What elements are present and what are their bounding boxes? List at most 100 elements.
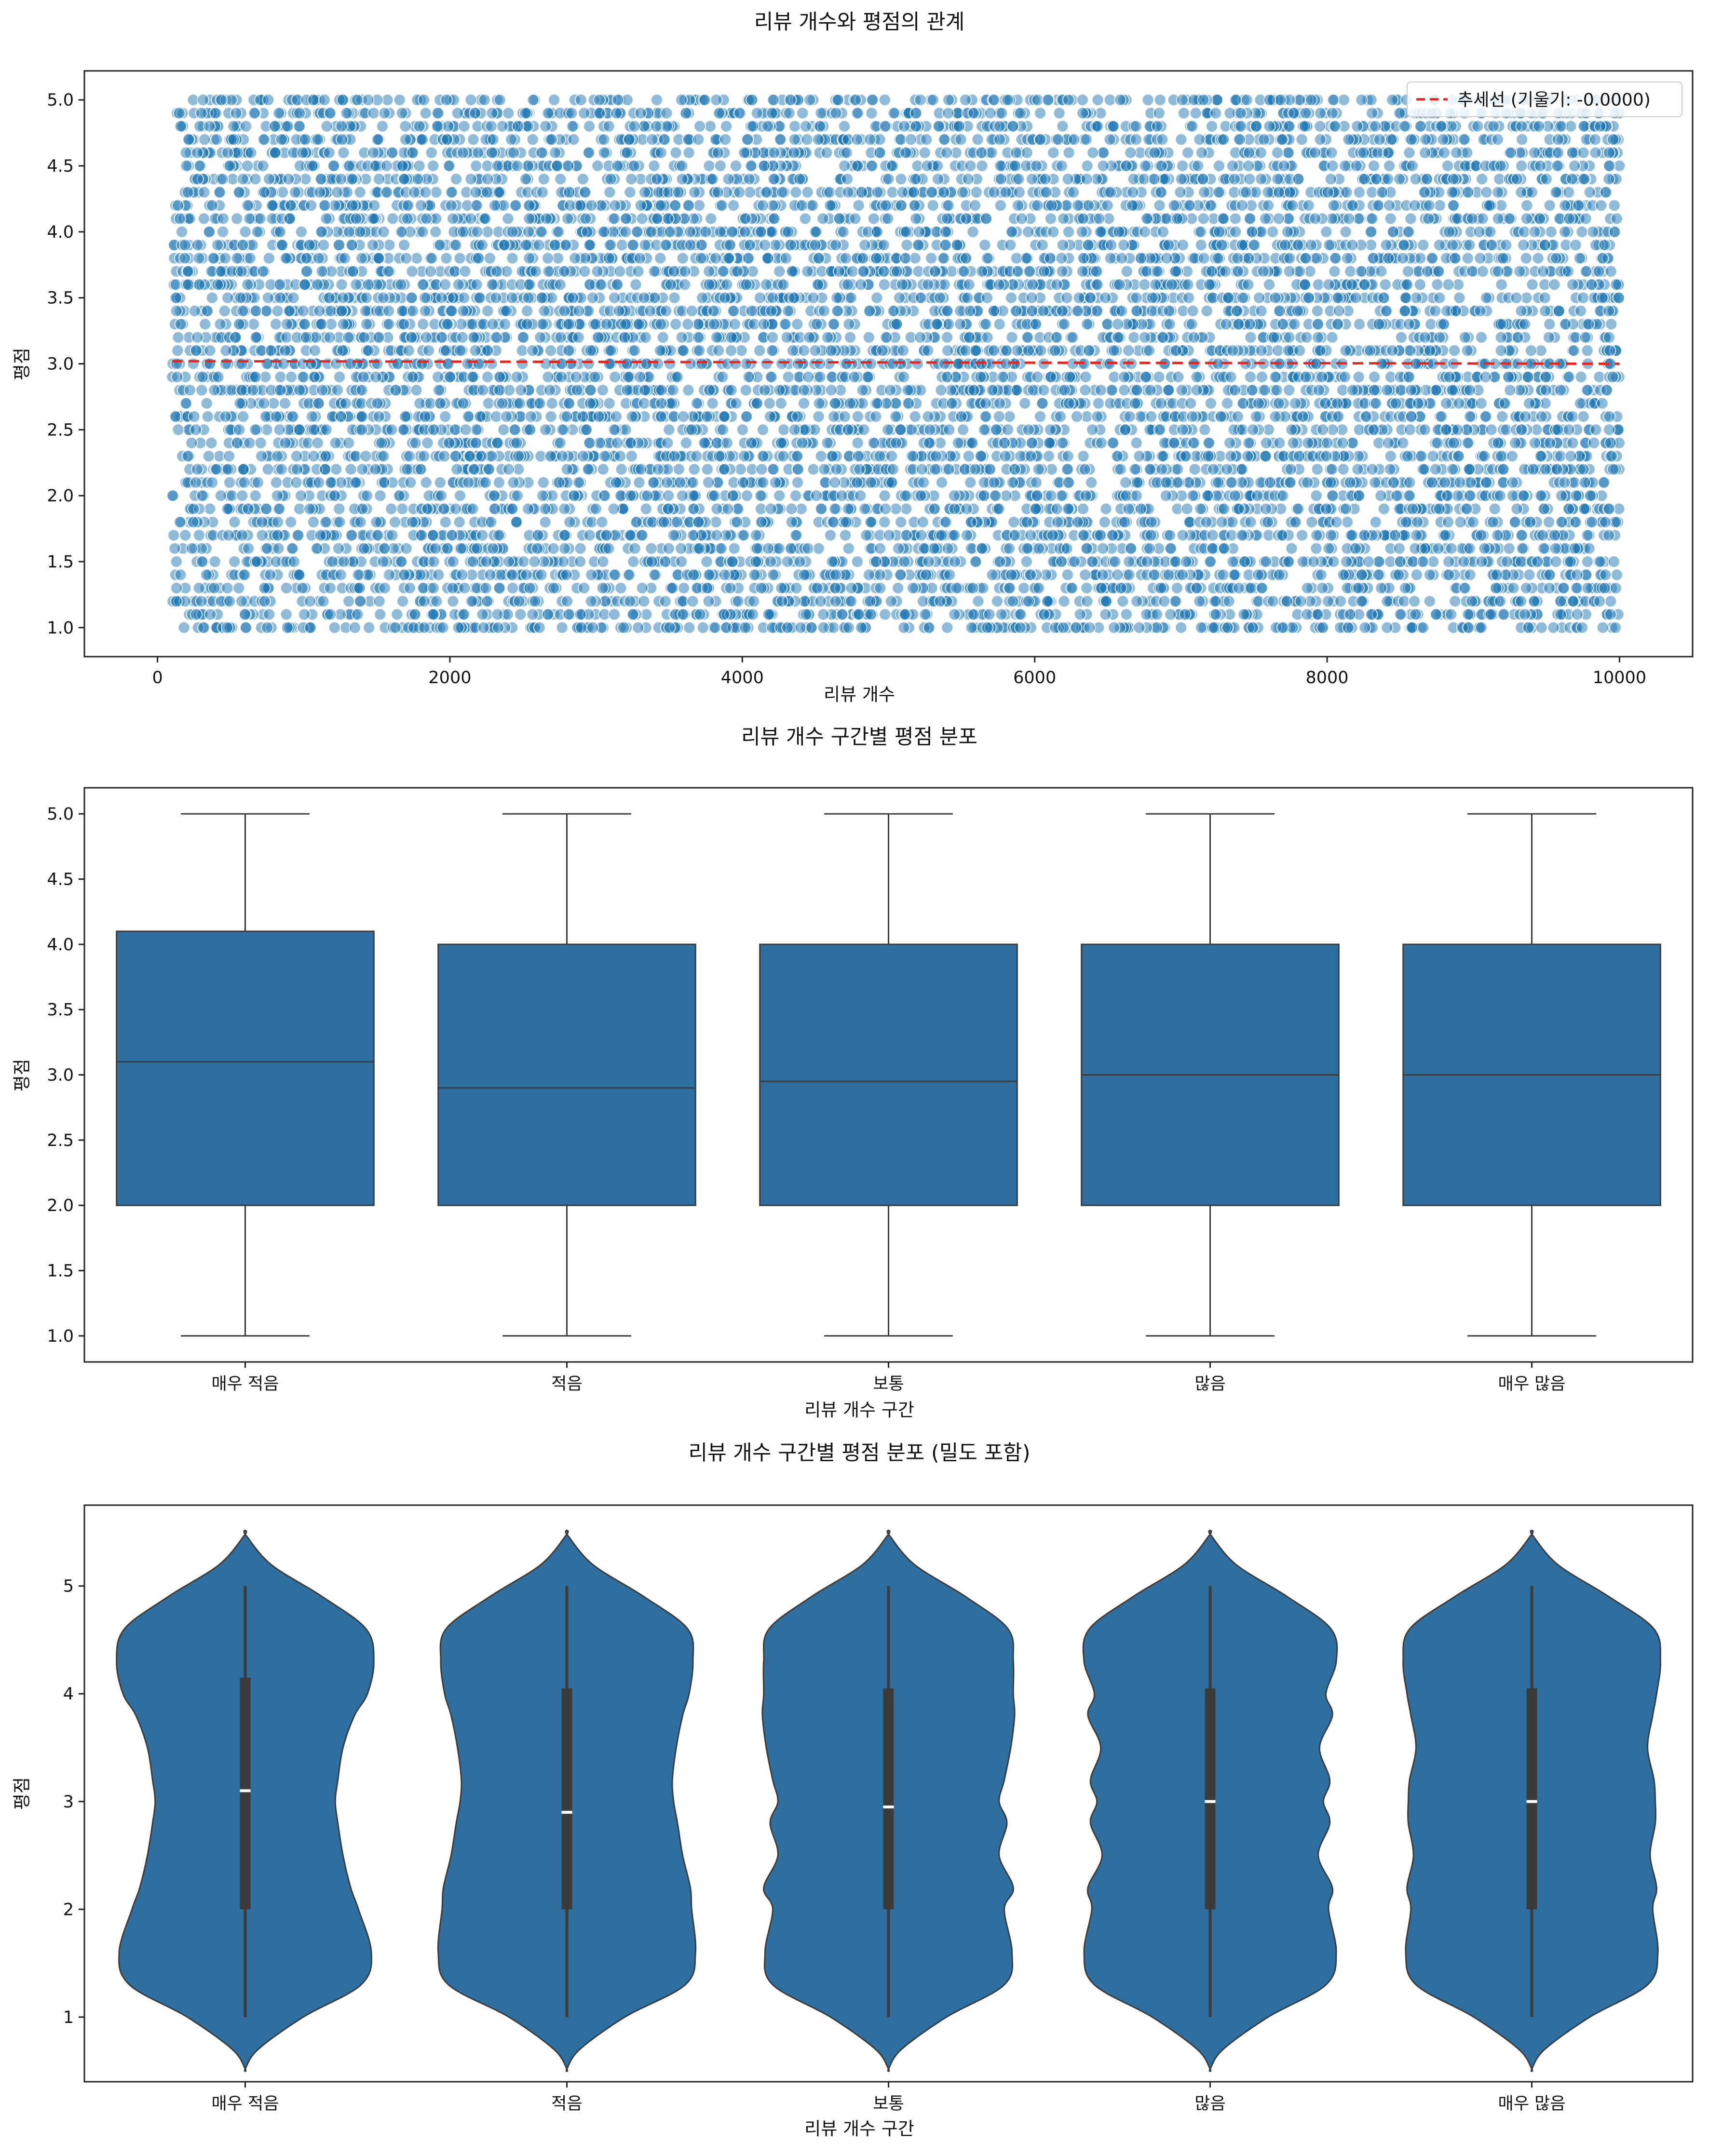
scatter-point — [1368, 370, 1381, 383]
scatter-point — [200, 397, 213, 410]
scatter-point — [1491, 529, 1504, 542]
scatter-point — [208, 384, 221, 397]
scatter-point — [1409, 173, 1422, 186]
scatter-point — [1310, 489, 1323, 502]
scatter-point — [374, 608, 387, 621]
scatter-point — [1310, 529, 1323, 542]
scatter-point — [994, 199, 1007, 212]
scatter-point — [173, 107, 186, 120]
scatter-point — [1600, 384, 1613, 397]
scatter-point — [330, 463, 343, 476]
scatter-point — [994, 173, 1007, 186]
scatter-point — [539, 502, 552, 515]
scatter-point — [402, 199, 415, 212]
scatter-point — [1339, 344, 1352, 357]
scatter-point — [432, 370, 445, 383]
scatter-point — [1401, 265, 1414, 278]
scatter-point — [538, 305, 551, 317]
scatter-point — [964, 476, 977, 489]
scatter-point — [790, 581, 803, 594]
scatter-point — [1020, 146, 1033, 159]
scatter-point — [383, 239, 396, 252]
scatter-point — [223, 476, 236, 489]
scatter-point — [357, 370, 370, 383]
scatter-point — [1322, 595, 1334, 608]
scatter-point — [1431, 278, 1444, 291]
scatter-point — [852, 450, 865, 463]
scatter-point — [748, 568, 761, 581]
scatter-point — [583, 357, 595, 370]
scatter-point — [634, 107, 647, 120]
scatter-point — [907, 450, 920, 463]
scatter-point — [1283, 384, 1296, 397]
scatter-point — [1417, 239, 1430, 252]
scatter-point — [558, 542, 571, 555]
scatter-point — [282, 173, 295, 186]
scatter-point — [925, 252, 938, 265]
scatter-point — [416, 133, 429, 146]
scatter-point — [174, 568, 187, 581]
scatter-point — [1062, 476, 1075, 489]
scatter-point — [1292, 502, 1305, 515]
scatter-point — [1399, 581, 1412, 594]
scatter-point — [1414, 120, 1427, 133]
scatter-point — [1519, 581, 1533, 594]
scatter-point — [773, 489, 786, 502]
scatter-point — [359, 305, 372, 317]
scatter-point — [1426, 252, 1439, 265]
scatter-point — [1446, 239, 1459, 252]
scatter-point — [1099, 502, 1112, 515]
scatter-point — [841, 278, 854, 291]
scatter-point — [869, 410, 882, 423]
scatter-point — [256, 529, 269, 542]
scatter-point — [1212, 160, 1225, 172]
scatter-point — [1458, 331, 1471, 344]
scatter-point — [774, 397, 787, 410]
scatter-point — [889, 502, 902, 515]
scatter-point — [1537, 542, 1550, 555]
scatter-point — [1381, 621, 1394, 634]
scatter-point — [410, 384, 423, 397]
scatter-point — [1433, 239, 1446, 252]
scatter-point — [1326, 331, 1339, 344]
scatter-point — [1386, 94, 1399, 107]
scatter-point — [1175, 173, 1188, 186]
scatter-point — [338, 252, 351, 265]
scatter-point — [966, 225, 979, 238]
scatter-point — [170, 555, 183, 568]
scatter-point — [1127, 331, 1140, 344]
scatter-point — [1587, 436, 1601, 449]
scatter-point — [666, 384, 679, 397]
scatter-point — [1022, 225, 1035, 238]
scatter-point — [882, 173, 895, 186]
scatter-point — [807, 463, 820, 476]
scatter-point — [420, 476, 433, 489]
scatter-point — [448, 423, 461, 436]
scatter-point — [1581, 384, 1594, 397]
scatter-point — [941, 621, 954, 634]
scatter-point — [1109, 555, 1122, 568]
scatter-point — [639, 502, 652, 515]
scatter-point — [413, 160, 426, 172]
scatter-point — [1581, 344, 1594, 357]
scatter-point — [536, 186, 549, 199]
scatter-point — [687, 502, 700, 515]
scatter-point — [1513, 265, 1526, 278]
scatter-point — [849, 212, 862, 225]
scatter-point — [730, 397, 743, 410]
scatter-point — [1104, 252, 1117, 265]
scatter-point — [1369, 515, 1382, 528]
scatter-point — [1464, 489, 1476, 502]
scatter-point — [675, 331, 688, 344]
scatter-point — [1379, 278, 1392, 291]
scatter-point — [1170, 581, 1183, 594]
scatter-point — [1464, 568, 1477, 581]
scatter-point — [254, 212, 267, 225]
scatter-point — [166, 489, 179, 502]
scatter-point — [1176, 160, 1189, 172]
scatter-point — [654, 252, 667, 265]
scatter-point — [1293, 265, 1306, 278]
scatter-point — [391, 357, 404, 370]
scatter-point — [1079, 568, 1092, 581]
